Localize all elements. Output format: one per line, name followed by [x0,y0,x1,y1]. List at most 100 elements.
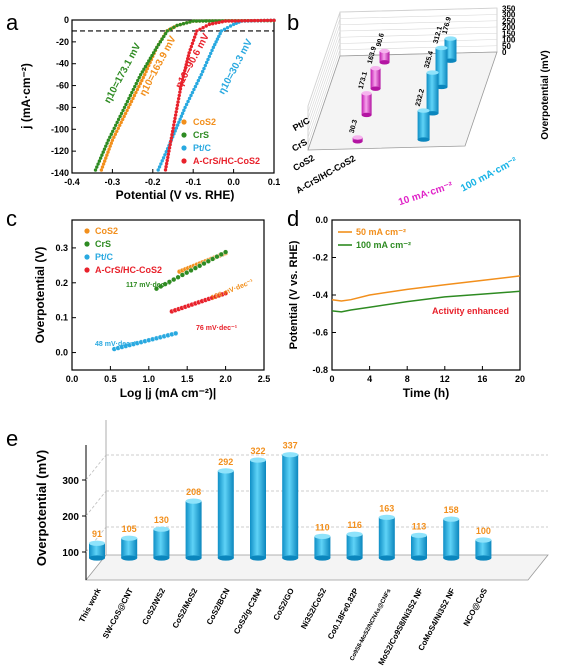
bar-base [361,112,372,118]
data-point [184,102,189,107]
bar-value-label: 312.1 [433,26,444,45]
data-point [191,19,195,23]
z-tick-label: 100 [502,36,516,45]
category-label: CoS2/g-C3N4 [232,586,264,635]
annotation-eta-crs: η10=173.1 mV [102,41,143,105]
legend-label-ptc: Pt/C [193,143,212,153]
bar-top [121,535,138,541]
data-point [175,123,180,127]
data-point [143,72,147,77]
data-point [168,142,172,147]
data-point [137,84,141,89]
data-point [118,114,122,119]
panel-a-ylabel: j (mA·cm⁻²) [19,63,33,130]
series-a-crs-hc-cos2 [169,290,229,314]
grid-diagonal [85,454,107,481]
y-tick-label: 300 [62,476,79,487]
data-point [123,111,128,116]
data-point [108,144,112,148]
y-tick-label: -0.4 [312,290,328,300]
data-point [144,69,148,74]
panel-letter-e: e [6,426,18,451]
data-point [121,108,125,113]
bar-body [314,536,331,558]
data-point [115,120,119,125]
panel-c-frame [71,219,265,371]
data-point [107,147,111,151]
x-tick-label: 8 [405,374,410,384]
data-point [210,48,214,53]
data-point [175,23,179,28]
annotation-tafel-crs: 117 mV·dec⁻¹ [126,282,171,289]
data-point [179,272,186,278]
data-point [160,37,164,41]
data-point [198,27,202,31]
data-point [138,81,143,86]
data-point [182,108,186,113]
bar-base [411,555,427,561]
data-point [199,72,203,77]
z-tick-label: 250 [502,17,516,26]
data-point [170,133,174,137]
data-point [195,81,199,86]
data-point [143,64,148,69]
data-point [207,54,212,59]
legend-d-label-100: 100 mA cm⁻² [356,240,411,250]
bar-base [250,555,266,561]
x-tick-label: -0.2 [145,177,161,187]
data-point [161,156,166,160]
data-point [189,93,193,98]
bar-body [426,72,439,114]
bar-value-label: 163.9 [367,46,378,65]
data-point [197,19,202,23]
bar-body [370,68,381,89]
data-point [97,159,102,163]
data-point [138,72,143,77]
data-point [112,126,116,130]
bar-top [282,452,299,458]
bar-body [282,454,299,558]
category-label: CoS2/GO [272,587,296,622]
annotation-tafel-acrs: 76 mV·dec⁻¹ [196,325,238,332]
data-point [189,44,194,49]
bar-cos2-bcn: 292 CoS2/BCN [205,457,234,626]
bar-value-label: 232.2 [415,88,426,107]
data-point [140,70,144,74]
data-point [116,126,120,130]
data-point [113,132,118,136]
bar-cos2-g-c3n4: 322 CoS2/g-C3N4 [232,446,266,636]
y-tick-label: 200 [62,512,79,523]
legend-c-label-crs: CrS [95,239,111,249]
data-point [133,84,137,89]
category-label: CoS2/WS2 [140,586,167,626]
data-point [172,123,176,127]
data-point [125,99,130,104]
data-point [122,114,126,119]
bar-base [121,555,138,561]
data-point [194,19,199,23]
legend-marker-cos2 [181,119,187,125]
bar-top [370,65,381,71]
data-point [166,155,170,160]
data-point [180,77,185,82]
x-tick-label: 12 [440,374,450,384]
category-label: SW-CoS@CNT [101,587,135,640]
y-tick-label: -60 [56,81,69,91]
panel-d-ylabel: Potential (V vs. RHE) [288,240,300,349]
data-point [203,63,208,68]
z-tick-label: 150 [502,29,516,38]
data-point [148,56,153,60]
bar-value-label: 158 [444,505,459,515]
data-point [214,254,220,260]
data-point [176,96,181,101]
data-point [151,51,156,55]
panel-e-comparison-bar-chart: 91 This work 105 SW-CoS@CNT 130 CoS2/WS2 208 Co… [34,420,549,667]
bar-top [378,514,395,520]
grid-line [307,14,498,113]
data-point [125,108,129,113]
y-tick-label: 0.0 [55,348,68,358]
bar-body [475,540,492,558]
grid-line [307,32,498,132]
data-point [204,60,209,65]
data-point [192,265,198,271]
